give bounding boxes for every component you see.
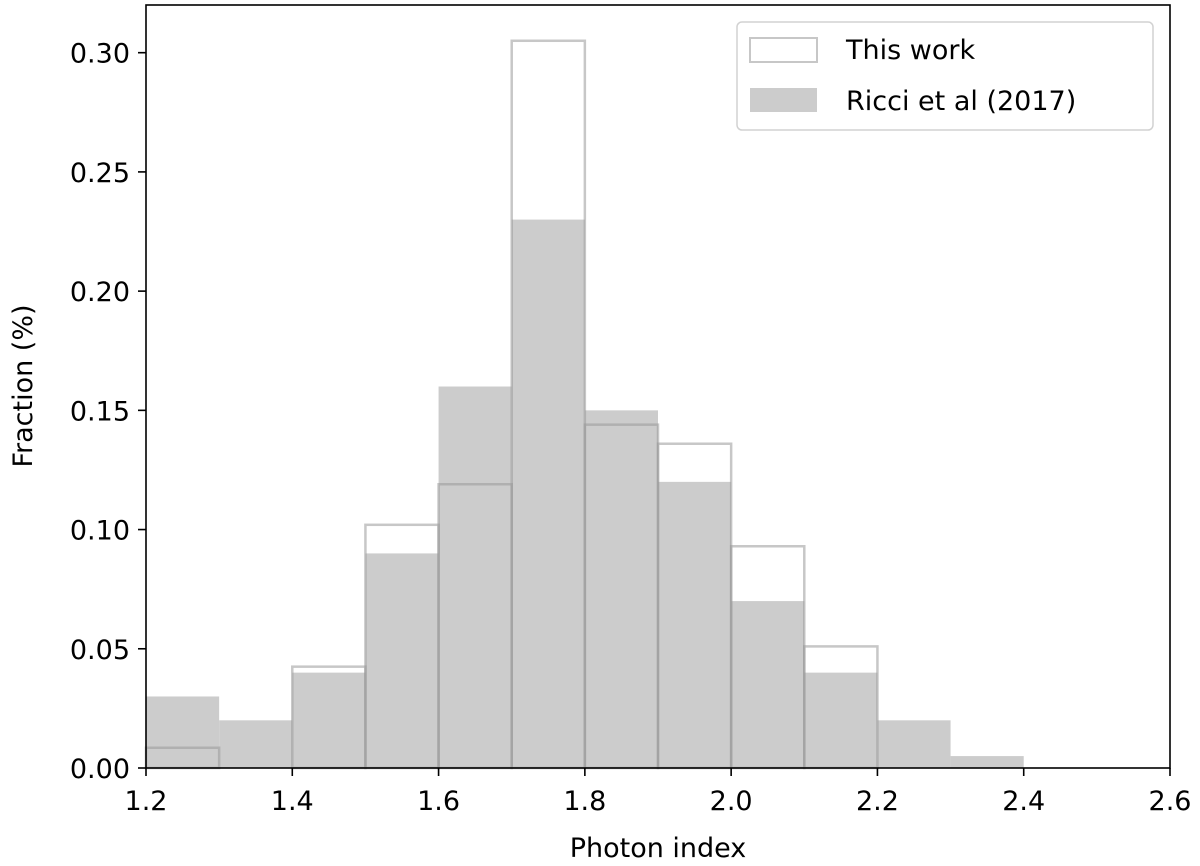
bar-ricci [877, 720, 951, 768]
y-tick-label: 0.00 [70, 754, 130, 785]
bar-ricci [292, 672, 366, 768]
bar-ricci [950, 756, 1024, 768]
plot-frame [145, 4, 1171, 769]
bar-ricci [584, 410, 658, 768]
y-tick-label: 0.25 [70, 158, 130, 189]
bar-ricci [438, 386, 512, 768]
bar-ricci [731, 601, 805, 768]
legend-swatch-ricci [750, 88, 817, 112]
y-axis-ticks: 0.00 0.05 0.10 0.15 0.20 0.25 0.30 [70, 39, 146, 785]
x-tick-label: 2.0 [710, 786, 753, 817]
y-tick-label: 0.20 [70, 277, 130, 308]
legend-label-ricci: Ricci et al (2017) [846, 86, 1076, 117]
bar-ricci [365, 553, 439, 768]
bar-ricci [146, 696, 220, 768]
legend-frame [736, 21, 1154, 131]
x-tick-label: 2.6 [1149, 786, 1192, 817]
y-tick-label: 0.15 [70, 396, 130, 427]
bar-ricci [804, 672, 878, 768]
x-tick-label: 1.6 [417, 786, 460, 817]
legend-swatch-this-work [749, 37, 818, 63]
legend: This work Ricci et al (2017) [736, 21, 1154, 131]
x-tick-label: 2.2 [856, 786, 899, 817]
x-tick-label: 2.4 [1002, 786, 1045, 817]
y-axis-title: Fraction (%) [8, 304, 39, 467]
bar-ricci [511, 219, 585, 768]
y-tick-label: 0.10 [70, 516, 130, 547]
x-axis-title: Photon index [570, 833, 747, 864]
bar-ricci [219, 720, 293, 768]
y-tick-label: 0.05 [70, 635, 130, 666]
x-tick-label: 1.4 [271, 786, 314, 817]
bar-ricci [658, 481, 732, 768]
x-tick-label: 1.2 [125, 786, 168, 817]
x-tick-label: 1.8 [563, 786, 606, 817]
legend-label-this-work: This work [845, 35, 975, 66]
x-axis-ticks: 1.2 1.4 1.6 1.8 2.0 2.2 2.4 2.6 [125, 768, 1192, 817]
y-tick-label: 0.30 [70, 39, 130, 70]
ricci-bars-group [146, 219, 1024, 768]
